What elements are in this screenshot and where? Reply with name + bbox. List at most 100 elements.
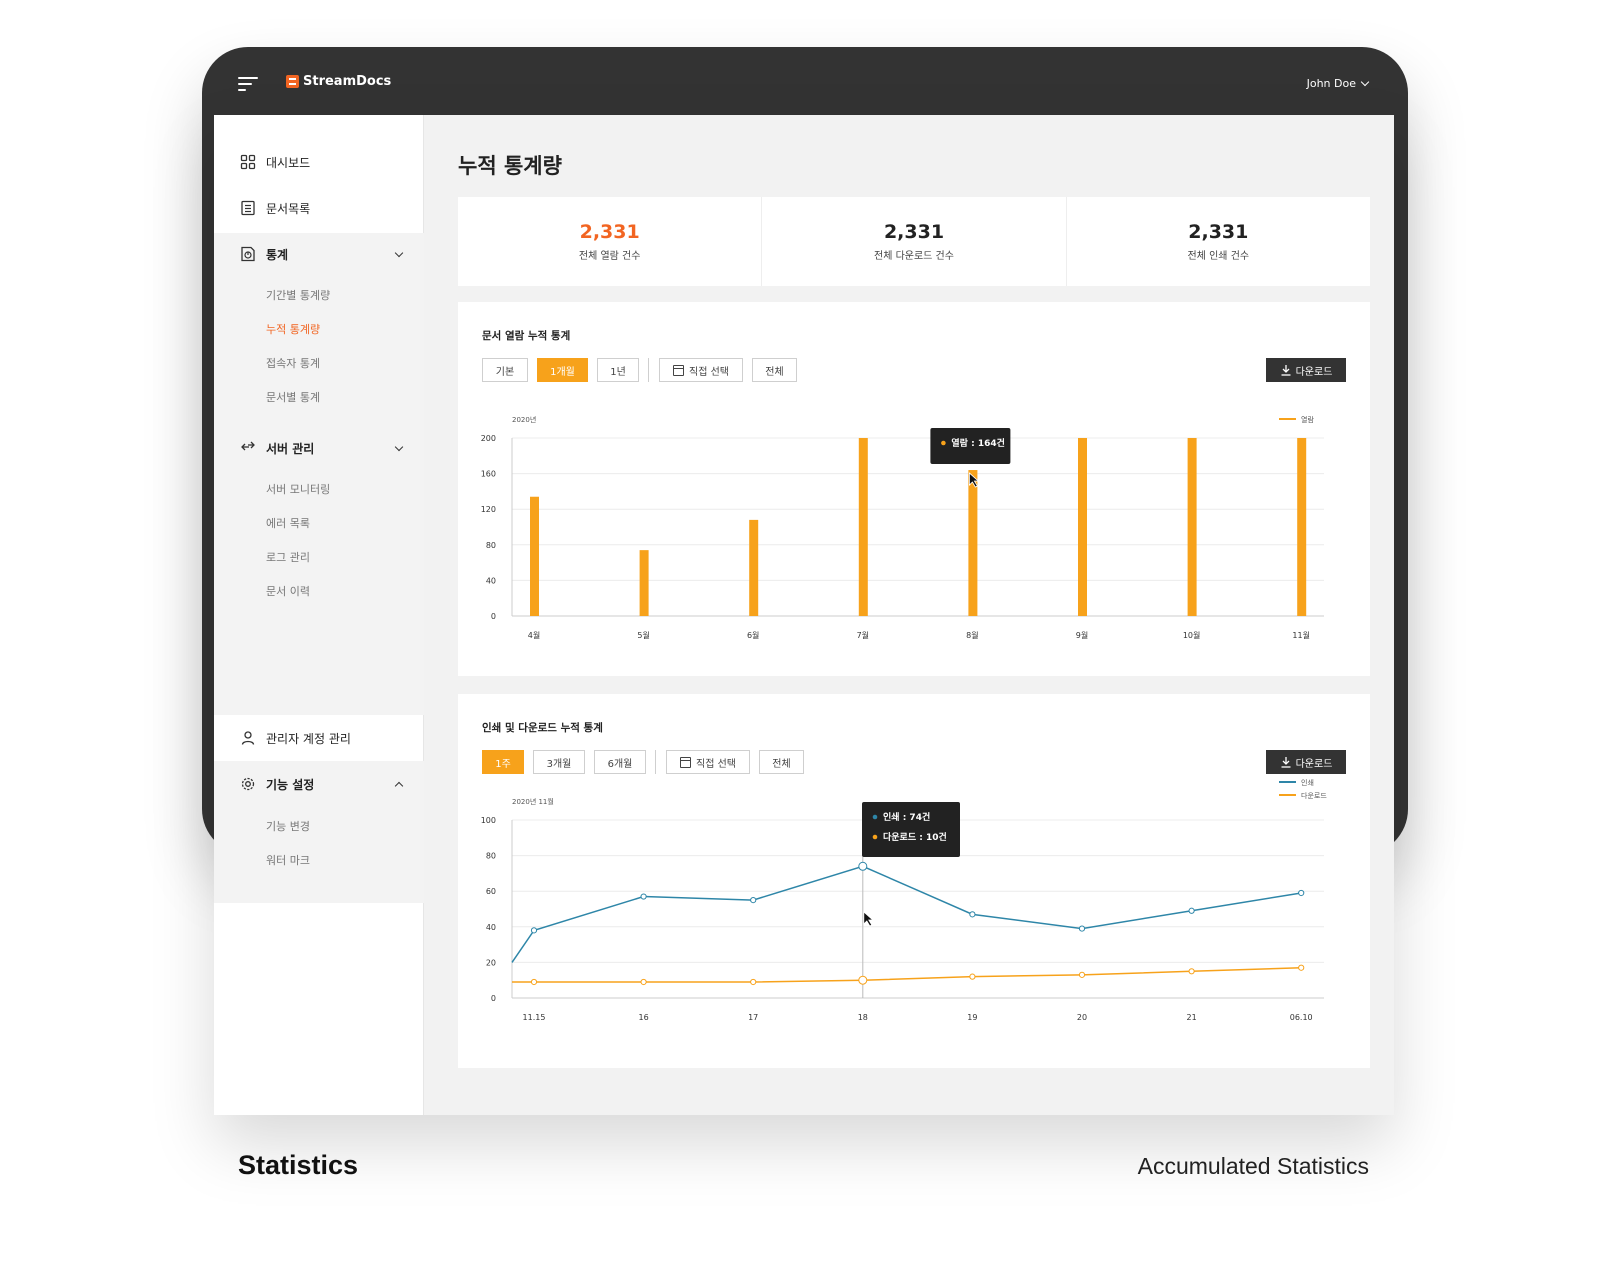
sidebar-subitem-watermark[interactable]: 워터 마크 [266,854,310,867]
sidebar-subitem-accumulated-stats[interactable]: 누적 통계량 [266,323,321,336]
sidebar-subitem-error-list[interactable]: 에러 목록 [266,517,310,530]
tooltip-text: 열람 : 164건 [951,437,1005,449]
sidebar-item-feature-settings[interactable]: 기능 설정 [214,761,424,807]
data-point [858,861,868,871]
data-point [858,975,868,985]
cursor-icon [969,472,980,488]
chevron-down-icon [1360,77,1370,87]
sidebar-group-bg [214,233,424,715]
y-tick-label: 0 [491,612,496,621]
sidebar-group-bg [214,761,424,903]
data-point [750,897,757,904]
bar [1297,438,1307,616]
data-point [969,973,976,980]
sidebar-subitem-server-monitoring[interactable]: 서버 모니터링 [266,483,331,496]
sidebar-item-documents[interactable]: 문서목록 [214,185,424,231]
sidebar-subitem-visitor-stats[interactable]: 접속자 통계 [266,357,321,370]
bar [749,519,759,616]
x-tick-label: 11.15 [523,1013,546,1022]
sidebar: 대시보드 문서목록 통계 기간별 통계량 누적 통계량 접속자 통계 문서별 통… [214,115,424,1115]
bar [530,496,539,616]
download-icon [1281,365,1291,376]
custom-date-button[interactable]: 직접 선택 [659,358,743,382]
y-tick-label: 40 [486,923,496,932]
legend-label: 다운로드 [1301,791,1327,800]
summary-cards: 2,331 전체 열람 건수 2,331 전체 다운로드 건수 2,331 전체… [458,197,1370,286]
filter-1month-button[interactable]: 1개월 [537,358,588,382]
chevron-down-icon[interactable] [394,442,404,452]
bar [1187,438,1197,616]
sidebar-item-admin-accounts[interactable]: 관리자 계정 관리 [214,715,424,761]
custom-date-label: 직접 선택 [689,366,729,378]
summary-value: 2,331 [1188,221,1249,243]
x-tick-label: 20 [1077,1013,1087,1022]
custom-date-button[interactable]: 직접 선택 [666,750,750,774]
bar [1078,438,1087,616]
user-icon [241,731,255,745]
x-tick-label: 6월 [747,630,759,640]
filter-all-button[interactable]: 전체 [752,358,797,382]
y-tick-label: 160 [481,470,496,479]
filter-1year-button[interactable]: 1년 [597,358,639,382]
summary-value: 2,331 [579,221,640,243]
sidebar-subitem-period-stats[interactable]: 기간별 통계량 [266,289,331,302]
footer-caption-left: Statistics [238,1150,359,1180]
x-tick-label: 8월 [966,630,978,640]
document-list-icon [241,200,255,216]
filter-6months-button[interactable]: 6개월 [594,750,646,774]
filter-1week-button[interactable]: 1주 [482,750,524,774]
filter-all-button[interactable]: 전체 [759,750,804,774]
x-tick-label: 17 [748,1013,758,1022]
x-tick-label: 16 [639,1013,649,1022]
y-tick-label: 120 [481,505,496,514]
sidebar-subitem-feature-change[interactable]: 기능 변경 [266,820,310,833]
period-label: 2020년 [512,415,536,424]
menu-icon[interactable] [238,77,258,93]
sidebar-item-label: 문서목록 [266,201,311,216]
data-point [969,911,976,918]
chevron-up-icon[interactable] [394,781,404,791]
sidebar-item-label: 서버 관리 [266,441,315,456]
x-tick-label: 10월 [1183,630,1201,640]
top-bar: StreamDocs John Doe [202,47,1408,115]
download-button[interactable]: 다운로드 [1266,358,1346,382]
streamdocs-logo-icon [286,75,299,88]
bar [968,470,978,616]
x-tick-label: 19 [967,1013,977,1022]
filter-default-button[interactable]: 기본 [482,358,528,382]
data-point [750,978,757,986]
summary-card-views: 2,331 전체 열람 건수 [458,197,763,286]
y-tick-label: 40 [486,576,496,585]
series-line-print [511,865,1302,963]
data-point [1188,907,1195,914]
sidebar-item-dashboard[interactable]: 대시보드 [214,139,424,185]
filter-3months-button[interactable]: 3개월 [533,750,585,774]
view-bar-chart: 0 40 80 120 160 200 2020년 4월 5월 6월 7월 8월 9월 10월 11월 열람열… [481,415,1324,640]
data-point [640,978,647,986]
chevron-down-icon[interactable] [394,248,404,258]
y-tick-label: 80 [486,852,496,861]
print-download-line-chart: 0 20 40 60 80 100 2020년 11월 11.15 16 17 18 19 20 21 06… [481,778,1328,1022]
data-point [530,927,538,934]
sidebar-subitem-document-stats[interactable]: 문서별 통계 [266,391,321,404]
tooltip-dot [872,814,878,820]
y-tick-label: 20 [486,958,496,967]
divider [648,358,649,382]
sidebar-subitem-document-history[interactable]: 문서 이력 [266,585,310,598]
print-download-stats-card: 인쇄 및 다운로드 누적 통계 1주 3개월 6개월 직접 선택 전체 다운로드… [458,694,1370,1068]
download-button[interactable]: 다운로드 [1266,750,1346,774]
sidebar-subitem-log-management[interactable]: 로그 관리 [266,551,310,564]
sidebar-item-server[interactable]: 서버 관리 [214,425,424,471]
sidebar-item-statistics[interactable]: 통계 [214,231,424,277]
card-title: 문서 열람 누적 통계 [482,330,571,342]
app-logo[interactable]: StreamDocs [286,74,391,89]
grid-icon [240,154,256,170]
summary-value: 2,331 [883,221,945,243]
bar [858,438,868,616]
download-label: 다운로드 [1295,366,1333,378]
gear-icon [241,777,255,791]
user-menu[interactable]: John Doe [1307,77,1370,90]
card-title: 인쇄 및 다운로드 누적 통계 [482,722,603,734]
statistics-icon [241,246,255,262]
x-tick-label: 06.10 [1290,1013,1313,1022]
